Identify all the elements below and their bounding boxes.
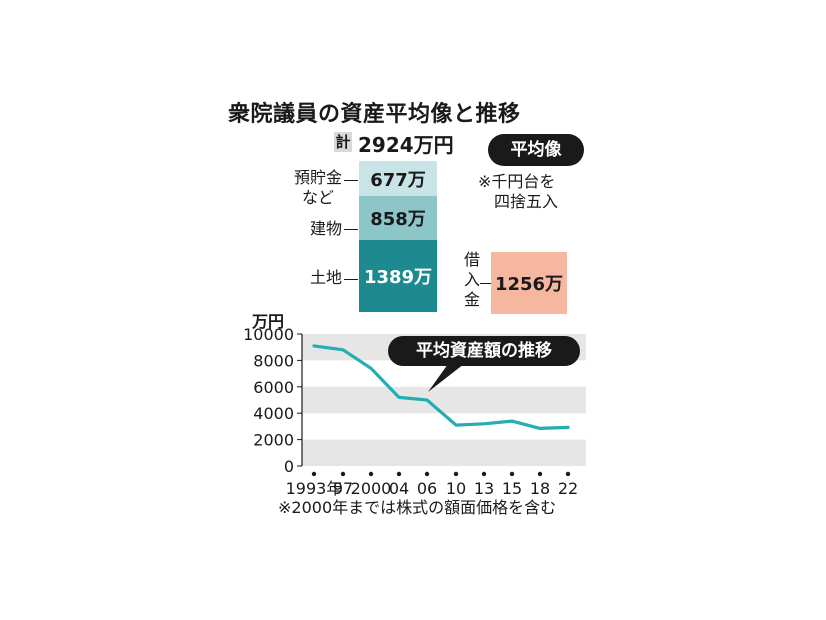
asset-label-savings-line-1: 預貯金 <box>293 168 342 187</box>
asset-segment-building: 858万 <box>359 196 437 240</box>
x-tick-label: 1993年 <box>286 479 343 498</box>
x-tick-label: 06 <box>417 479 437 498</box>
y-tick-label: 4000 <box>253 404 294 423</box>
grid-band <box>302 386 586 414</box>
asset-label-building: 建物 <box>309 219 342 238</box>
asset-label-savings-line-2: など <box>301 188 334 207</box>
x-tick-dot <box>509 471 515 477</box>
asset-value-savings: 677万 <box>370 169 426 191</box>
debt-box: 1256万 <box>491 252 567 314</box>
total-value: 2924万円 <box>358 133 454 157</box>
average-badge: 平均像 <box>488 134 584 166</box>
asset-tick-savings <box>344 180 358 181</box>
x-tick-dot <box>311 471 317 477</box>
x-tick-label: 22 <box>558 479 578 498</box>
asset-segment-savings: 677万 <box>359 161 437 196</box>
footnote: ※2000年までは株式の額面価格を含む <box>278 498 557 517</box>
asset-tick-land <box>344 279 358 280</box>
x-tick-dot <box>481 471 487 477</box>
total-label: 計 <box>334 132 352 152</box>
debt-value: 1256万 <box>494 274 564 295</box>
y-tick-label: 6000 <box>253 378 294 397</box>
grid-band <box>302 439 586 466</box>
rounding-note: ※千円台を 四捨五入 <box>478 172 558 212</box>
x-tick-dot <box>424 471 430 477</box>
x-tick-label: 10 <box>446 479 466 498</box>
x-tick-dot <box>565 471 571 477</box>
asset-value-land: 1389万 <box>363 267 433 288</box>
x-tick-dot <box>368 471 374 477</box>
rounding-note-line-1: ※千円台を <box>478 172 556 191</box>
x-tick-label: 15 <box>502 479 522 498</box>
y-axis-unit: 万円 <box>252 312 285 331</box>
debt-tick <box>480 283 491 284</box>
asset-label-land: 土地 <box>309 268 342 287</box>
asset-tick-building <box>344 229 358 230</box>
x-tick-label: 18 <box>530 479 550 498</box>
x-tick-dot <box>537 471 543 477</box>
x-tick-label: 97 <box>333 479 353 498</box>
x-tick-dot <box>396 471 402 477</box>
x-tick-dot <box>453 471 459 477</box>
asset-segment-land: 1389万 <box>359 240 437 312</box>
y-tick-label: 0 <box>284 457 294 476</box>
y-tick-label: 8000 <box>253 351 294 370</box>
y-tick-label: 10000 <box>243 325 294 344</box>
x-tick-dot <box>340 471 346 477</box>
asset-value-building: 858万 <box>370 209 426 230</box>
rounding-note-line-2: 四捨五入 <box>494 192 559 211</box>
chart-title: 衆院議員の資産平均像と推移 <box>228 102 521 127</box>
debt-label: 借入金 <box>463 250 480 309</box>
y-tick-label: 2000 <box>253 431 294 450</box>
series-line <box>312 344 570 430</box>
trend-badge: 平均資産額の推移 <box>388 336 580 366</box>
x-tick-label: 13 <box>474 479 494 498</box>
asset-label-savings: 預貯金 など <box>286 168 342 208</box>
trend-badge-pointer <box>428 364 464 392</box>
x-tick-label: 04 <box>389 479 409 498</box>
x-tick-label: 2000 <box>351 479 392 498</box>
